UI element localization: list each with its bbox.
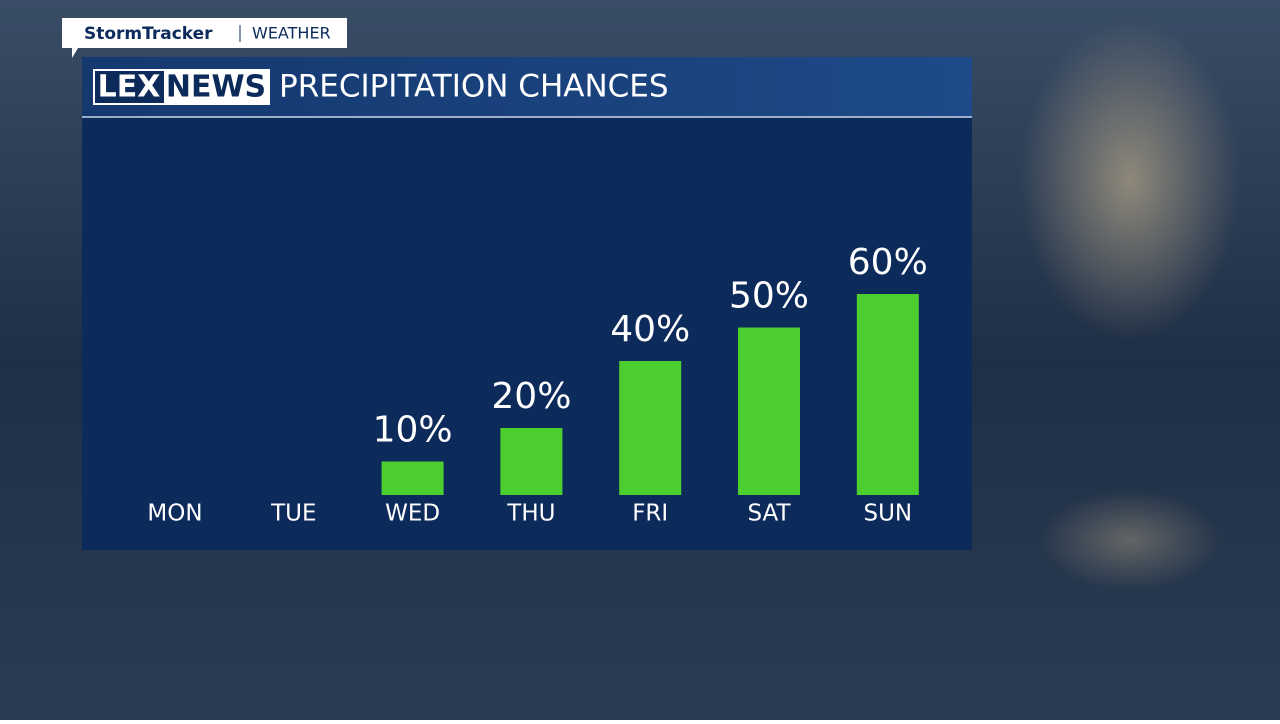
- x-tick-label: FRI: [632, 501, 668, 527]
- data-label: 40%: [610, 309, 690, 350]
- background-light: [1040, 490, 1220, 590]
- x-tick-label: SUN: [863, 501, 912, 527]
- data-label: 10%: [373, 410, 453, 451]
- x-tick-label: SAT: [747, 501, 791, 527]
- x-tick-label: WED: [385, 501, 440, 527]
- data-label: 20%: [491, 376, 571, 417]
- brand: StormTracker: [84, 24, 213, 44]
- x-tick-label: MON: [147, 501, 202, 527]
- data-label: 60%: [848, 242, 928, 283]
- bar: [500, 428, 563, 495]
- bar: [738, 327, 800, 495]
- chart-title: PRECIPITATION CHANCES: [279, 69, 669, 105]
- bar: [856, 294, 919, 495]
- x-tick-label: TUE: [270, 501, 316, 527]
- tag-box: [62, 18, 347, 58]
- bar: [381, 461, 444, 495]
- data-label: 50%: [729, 276, 809, 317]
- bar: [619, 361, 682, 495]
- logo-left: LEX: [98, 70, 161, 105]
- x-tick-label: THU: [506, 501, 555, 527]
- background-light: [1020, 20, 1240, 340]
- logo-right: NEWS: [166, 70, 266, 105]
- section: WEATHER: [252, 24, 331, 43]
- logo-box: [164, 70, 269, 104]
